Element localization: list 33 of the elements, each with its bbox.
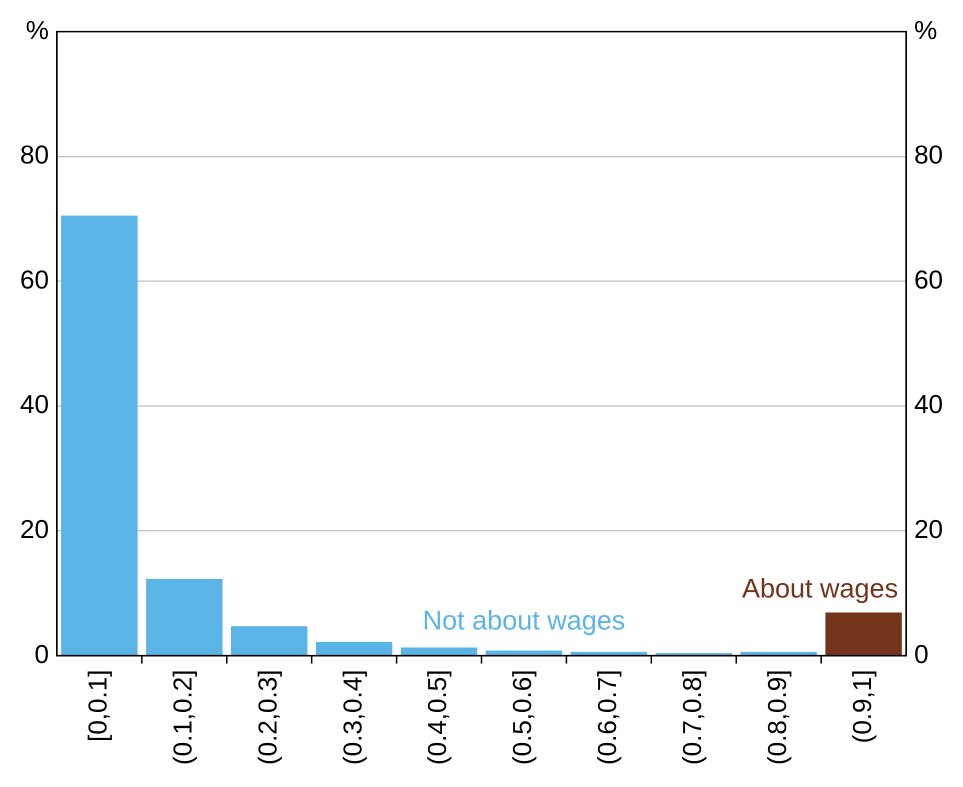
x-tick-label: (0.3,0.4] [337, 670, 368, 766]
x-tick-label: (0.7,0.8] [676, 670, 707, 766]
y2-tick-label: 80 [914, 140, 943, 170]
y-tick-label: 60 [20, 264, 49, 294]
x-tick-label: [0,0.1] [82, 670, 113, 742]
bar [740, 652, 817, 656]
x-tick-label: (0.4,0.5] [422, 670, 452, 766]
bar [400, 647, 478, 656]
bar [61, 216, 138, 656]
annotation: Not about wages [422, 606, 626, 636]
y-tick-label: 80 [20, 140, 49, 170]
y2-tick-label: % [914, 14, 938, 45]
bar [231, 626, 308, 656]
annotation: About wages [742, 574, 898, 604]
bar [825, 612, 902, 656]
y2-tick-label: 40 [914, 389, 943, 420]
bar [486, 650, 562, 656]
x-tick-label: (0.6,0.7] [592, 670, 622, 766]
bar [316, 642, 392, 656]
y-tick-label: 0 [34, 638, 49, 669]
x-tick-label: (0.1,0.2] [167, 670, 198, 766]
x-tick-label: (0.8,0.9] [762, 670, 792, 766]
bar [146, 578, 223, 656]
y2-tick-label: 20 [914, 514, 943, 544]
y-tick-label: 20 [20, 514, 49, 544]
x-tick-label: (0.2,0.3] [252, 670, 282, 766]
x-tick-label: (0.5,0.6] [507, 670, 538, 766]
x-tick-label: (0.9,1] [846, 670, 877, 744]
y-tick-label: % [26, 14, 49, 45]
bar [570, 652, 648, 656]
y2-tick-label: 0 [914, 638, 929, 669]
y2-tick-label: 60 [914, 264, 943, 294]
y-tick-label: 40 [20, 389, 49, 420]
